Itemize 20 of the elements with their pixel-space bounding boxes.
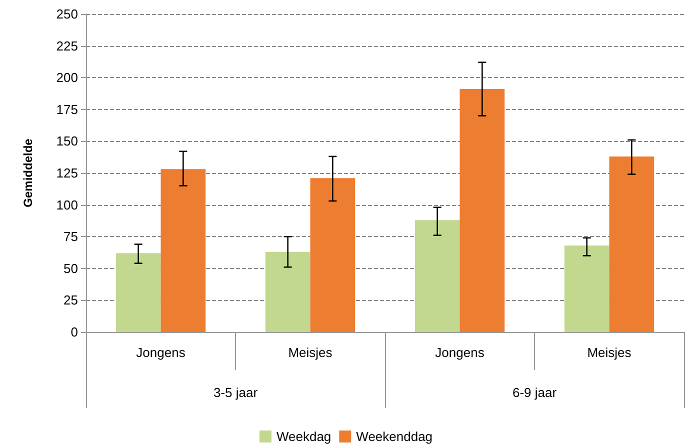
y-tick-label: 75 — [64, 229, 78, 244]
y-tick-label: 100 — [56, 197, 78, 212]
y-tick-label: 0 — [70, 324, 78, 340]
x-tick-label: Jongens — [435, 345, 485, 360]
y-tick-label: 25 — [64, 292, 78, 308]
y-tick-label: 200 — [56, 70, 78, 86]
y-axis-title: Gemiddelde — [21, 138, 35, 208]
x-tick-label: Meisjes — [288, 345, 333, 360]
y-tick-label: 125 — [56, 166, 78, 180]
y-tick-label: 150 — [56, 134, 78, 149]
y-tick-label: 50 — [64, 260, 78, 276]
text: 6-9 jaar — [512, 385, 558, 400]
text: 3-5 jaar — [213, 385, 258, 400]
y-tick-label: 250 — [56, 6, 78, 22]
legend-label: Weekdag — [276, 429, 332, 444]
x-tick-label: Jongens — [136, 345, 186, 360]
legend-label: Weekenddag — [356, 429, 433, 444]
x-tick-label: Meisjes — [587, 345, 632, 360]
y-tick-label: 175 — [56, 102, 78, 117]
y-tick-label: 225 — [56, 38, 78, 54]
